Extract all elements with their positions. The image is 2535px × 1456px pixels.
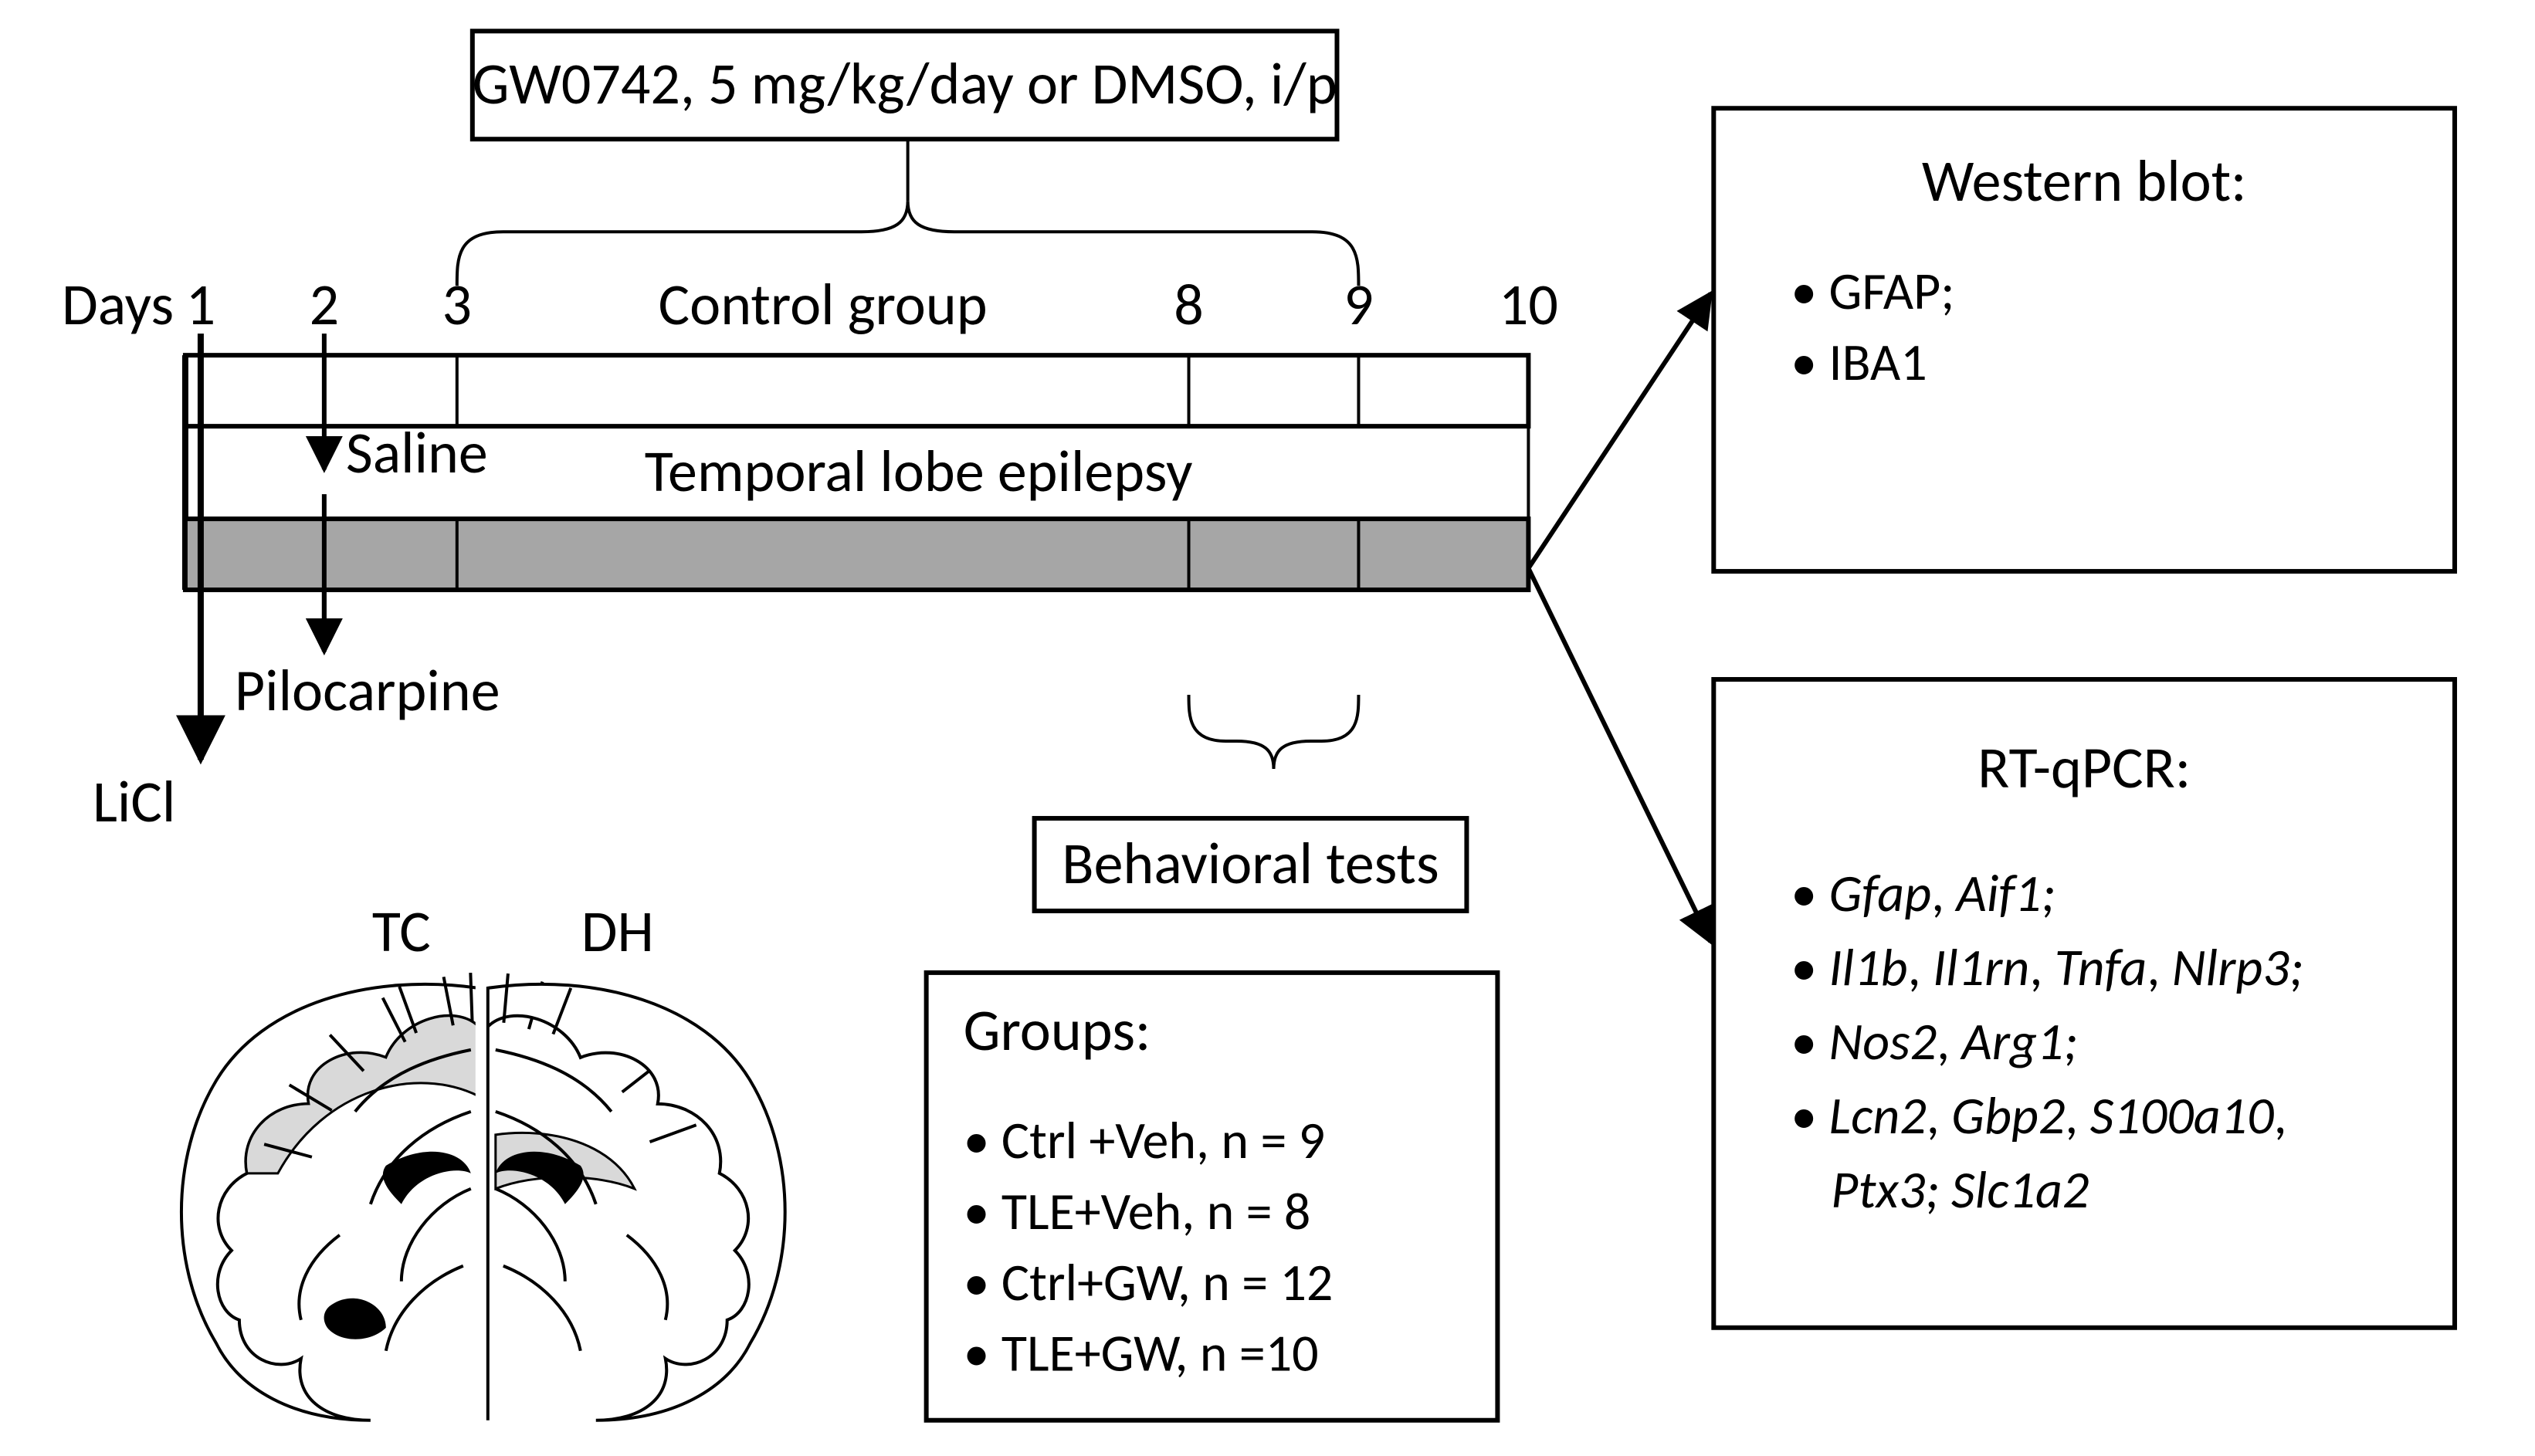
dh-label: DH <box>581 896 654 967</box>
brain-diagram <box>181 973 785 1428</box>
saline-label: Saline <box>346 418 488 489</box>
day-num-9: 9 <box>1344 269 1374 340</box>
day-num-1: 1 <box>186 269 216 340</box>
rt-line-3: • Lcn2, Gbp2, S100a10, <box>1791 1084 2286 1148</box>
control-bar <box>185 355 1528 426</box>
day-num-2: 2 <box>310 269 340 340</box>
groups-item-3: • TLE+GW, n =10 <box>964 1322 1319 1386</box>
day-num-3: 3 <box>442 269 473 340</box>
arrow-to-rt <box>1528 568 1710 942</box>
day-num-8: 8 <box>1174 269 1204 340</box>
rt-line-0: • Gfap, Aif1; <box>1791 862 2055 926</box>
groups-item-2: • Ctrl+GW, n = 12 <box>964 1251 1334 1315</box>
wb-item-0: • GFAP; <box>1791 259 1954 323</box>
pilo-label: Pilocarpine <box>235 655 500 726</box>
control-group-label: Control group <box>659 269 988 340</box>
rt-line-2: • Nos2, Arg1; <box>1791 1010 2077 1074</box>
licl-label: LiCl <box>93 767 175 838</box>
tle-label: Temporal lobe epilepsy <box>645 436 1193 507</box>
treatment-label: GW0742, 5 mg/kg/day or DMSO, i/p <box>473 49 1337 120</box>
tc-label: TC <box>372 896 431 967</box>
groups-item-1: • TLE+Veh, n = 8 <box>964 1180 1311 1244</box>
groups-title: Groups: <box>964 995 1151 1066</box>
rt-title: RT-qPCR: <box>1978 733 2191 804</box>
brace-bottom <box>1189 695 1359 769</box>
groups-item-0: • Ctrl +Veh, n = 9 <box>964 1109 1326 1173</box>
wb-item-1: • IBA1 <box>1791 330 1927 394</box>
rt-line-1: • Il1b, Il1rn, Tnfa, Nlrp3; <box>1791 936 2303 1000</box>
days-label: Days <box>62 269 174 340</box>
behavioral-label: Behavioral tests <box>1062 828 1439 899</box>
rt-line-4: Ptx3; Slc1a2 <box>1831 1158 2089 1222</box>
tle-bar <box>185 519 1528 590</box>
wb-title: Western blot: <box>1922 146 2247 217</box>
day-num-10: 10 <box>1499 269 1558 340</box>
